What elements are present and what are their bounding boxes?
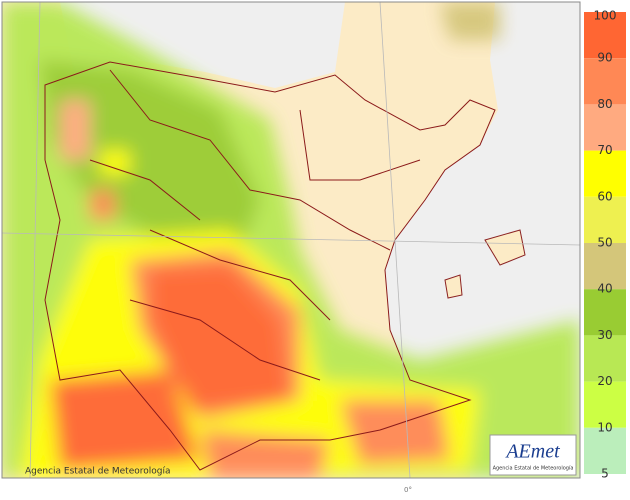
legend-label: 60 xyxy=(597,189,612,203)
legend-label: 10 xyxy=(597,420,612,434)
legend-label: 90 xyxy=(597,51,612,65)
legend-swatch xyxy=(584,58,626,105)
legend-swatch xyxy=(584,289,626,336)
legend-label: 50 xyxy=(597,236,612,250)
legend: 100 90 80 70 60 50 40 30 20 10 5 xyxy=(584,9,626,481)
legend-label: 5 xyxy=(601,467,609,481)
legend-label: 100 xyxy=(594,9,617,23)
graticule xyxy=(2,2,580,478)
credit: Agencia Estatal de Meteorología xyxy=(25,467,171,477)
legend-swatch xyxy=(584,335,626,382)
legend-label: 40 xyxy=(597,282,612,296)
legend-label: 70 xyxy=(597,143,612,157)
legend-swatch xyxy=(584,104,626,151)
legend-swatch xyxy=(584,150,626,197)
logo-box xyxy=(489,434,577,476)
legend-label: 30 xyxy=(597,328,612,342)
logo-subtitle: Agencia Estatal de Meteorología xyxy=(493,465,574,472)
legend-label: 20 xyxy=(597,374,612,388)
legend-swatch xyxy=(584,12,626,59)
map-frame xyxy=(1,1,581,479)
legend-swatch xyxy=(584,243,626,290)
borders xyxy=(44,61,496,471)
probability-field xyxy=(2,2,580,478)
legend-swatch xyxy=(584,196,626,243)
legend-label: 80 xyxy=(597,97,612,111)
meridian-label: 0° xyxy=(404,486,412,494)
islands xyxy=(444,229,526,299)
legend-swatch xyxy=(584,427,626,474)
map: AEmet Agencia Estatal de Meteorología xyxy=(2,2,580,478)
logo-name: AEmet xyxy=(504,441,560,463)
sea xyxy=(60,2,345,88)
legend-swatch xyxy=(584,381,626,428)
